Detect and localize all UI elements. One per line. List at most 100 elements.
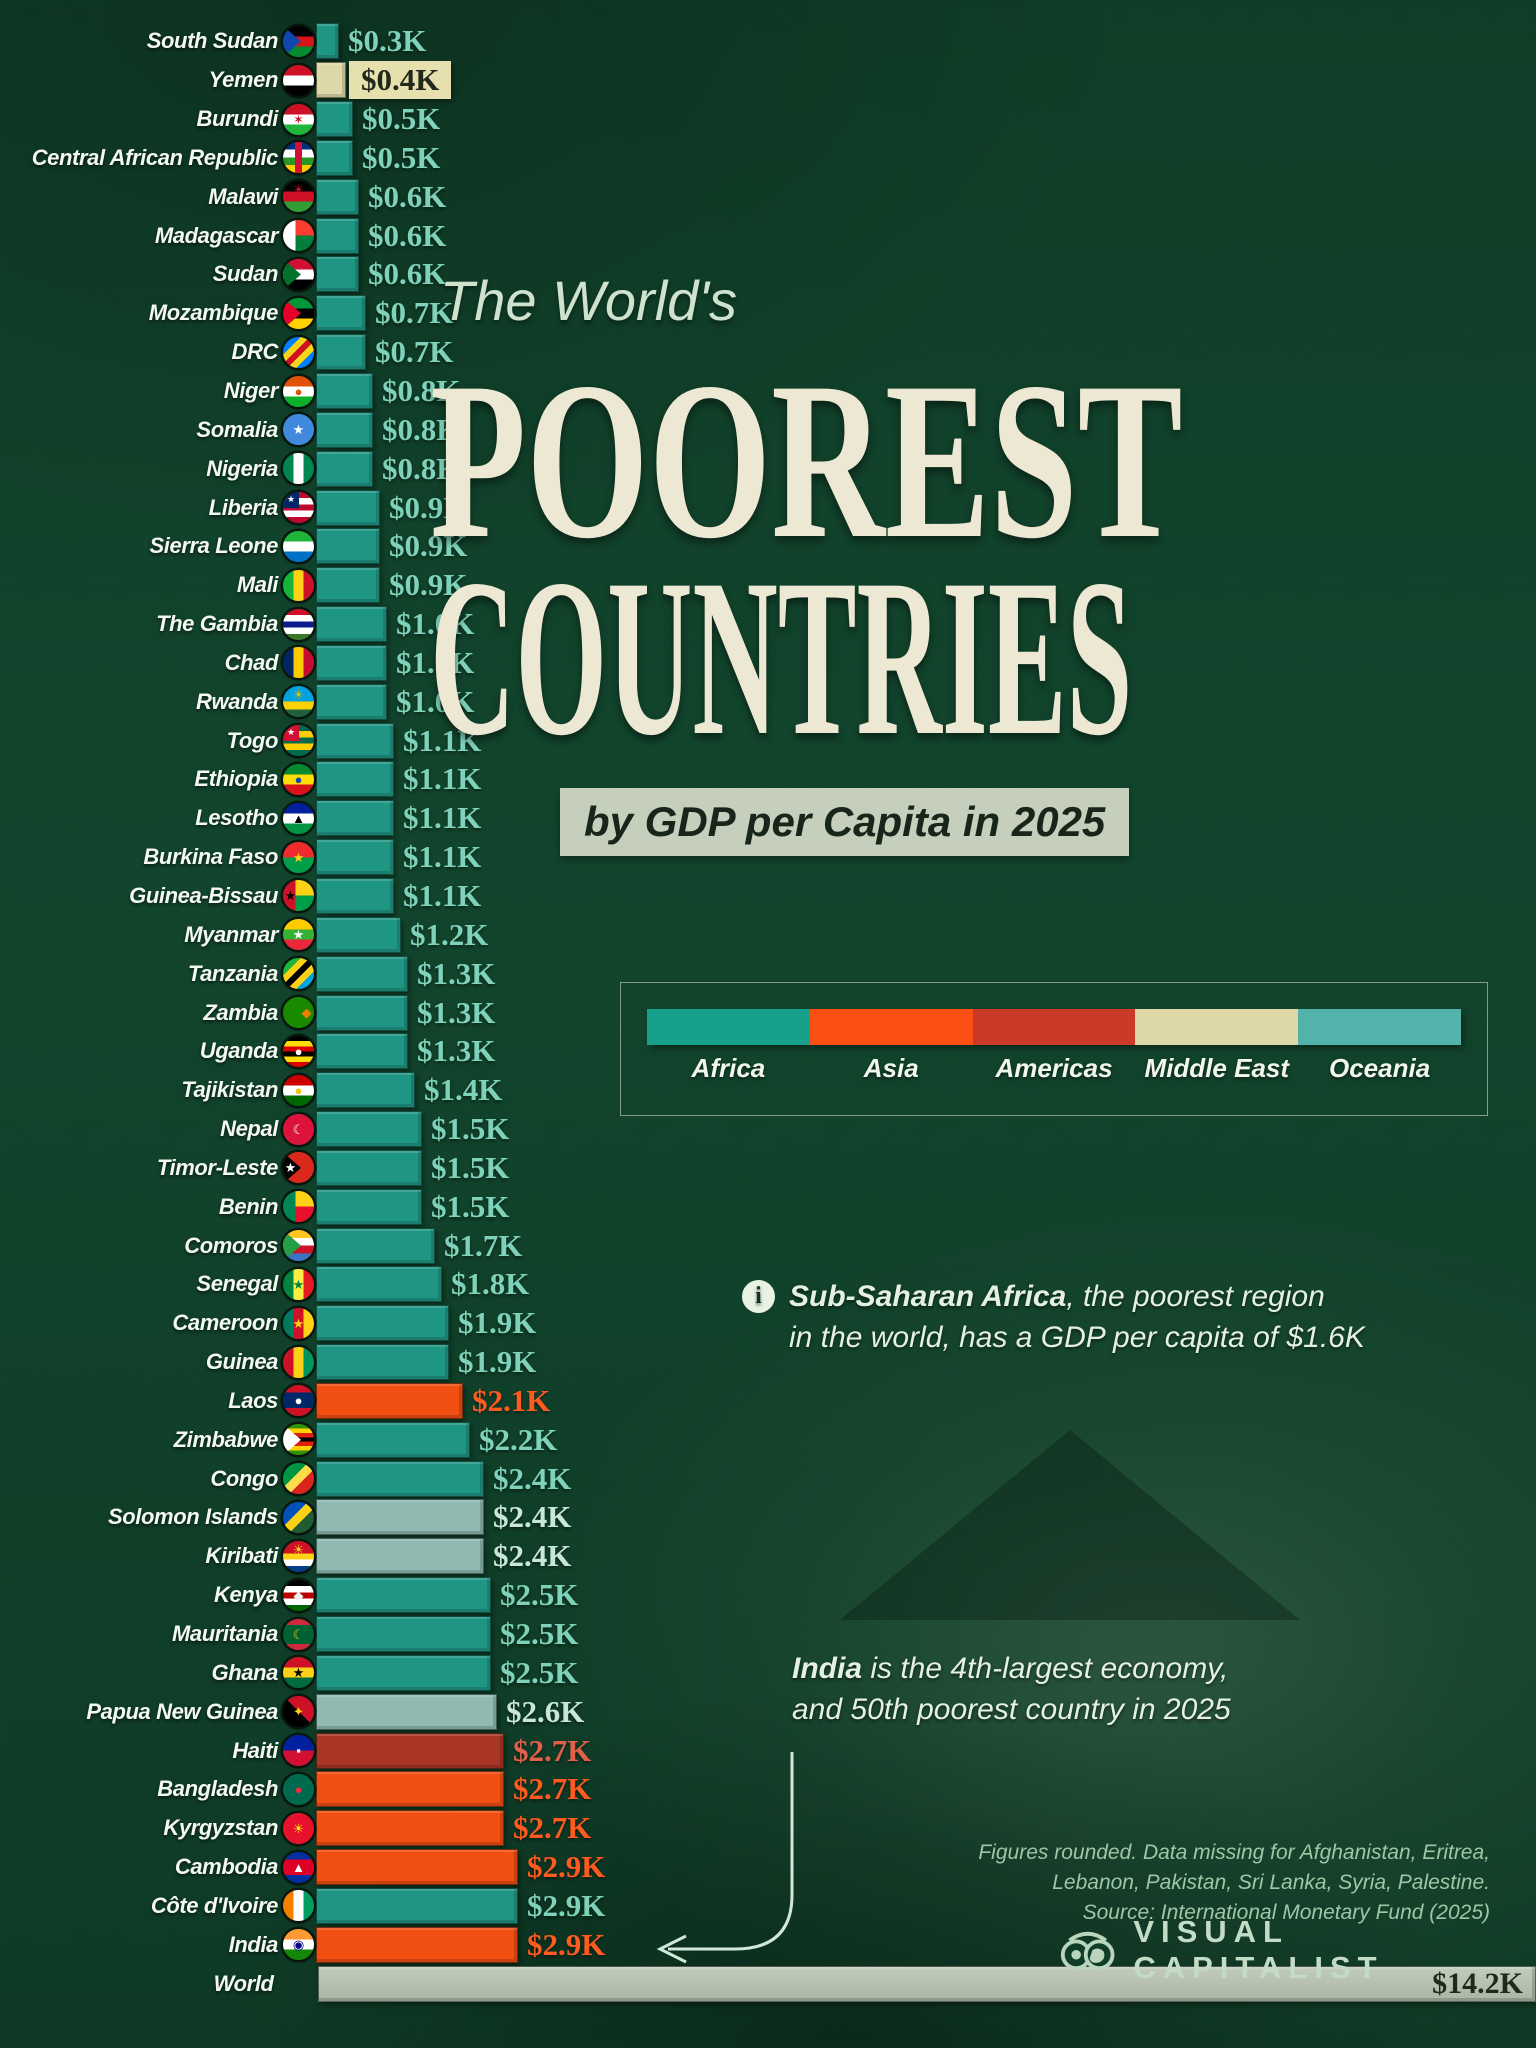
value-label: $2.5K	[500, 1616, 579, 1652]
value-label: $1.3K	[417, 1033, 496, 1069]
value-bar	[316, 373, 373, 410]
country-label: Ethiopia	[194, 766, 278, 792]
chart-row: Côte d'Ivoire $2.9K	[0, 1887, 1536, 1926]
chart-row: Solomon Islands $2.4K	[0, 1498, 1536, 1537]
value-bar	[316, 1654, 491, 1691]
info-icon: i	[742, 1280, 775, 1313]
chart-row: Cambodia ▲ $2.9K	[0, 1848, 1536, 1887]
footnote-line: Figures rounded. Data missing for Afghan…	[978, 1841, 1490, 1864]
chart-row: Kyrgyzstan ☀ $2.7K	[0, 1809, 1536, 1848]
flag-icon-lesotho: ▲	[278, 802, 314, 834]
value-label: $0.7K	[375, 334, 454, 370]
value-label: $1.0K	[396, 683, 475, 719]
value-bar	[316, 839, 394, 876]
legend-label: Middle East	[1144, 1053, 1290, 1083]
title-kicker: The World's	[440, 269, 737, 332]
chart-row: Laos ● $2.1K	[0, 1382, 1536, 1421]
chart-row: Bangladesh ● $2.7K	[0, 1770, 1536, 1809]
value-bar	[316, 761, 394, 798]
country-label: Sudan	[212, 261, 279, 287]
chart-row: Burkina Faso ★ $1.1K	[0, 838, 1536, 877]
legend-swatch-americas	[972, 1009, 1136, 1045]
chart-row: DRC $0.7K	[0, 333, 1536, 372]
country-label: World	[213, 1970, 274, 1996]
value-bar	[316, 334, 366, 371]
country-label: Mali	[236, 572, 279, 598]
page-subtitle: by GDP per Capita in 2025	[560, 788, 1130, 856]
flag-icon-kyrgyzstan: ☀	[278, 1812, 314, 1844]
flag-icon-the-gambia	[278, 608, 314, 640]
value-bar	[316, 800, 394, 837]
value-bar	[316, 1460, 484, 1497]
chart-row: Liberia ★ $0.9K	[0, 488, 1536, 527]
value-bar	[316, 644, 387, 681]
value-bar	[316, 567, 380, 604]
flag-icon-somalia: ★	[278, 414, 314, 446]
value-label: $0.3K	[348, 23, 427, 59]
country-label: Zimbabwe	[173, 1426, 279, 1452]
value-bar	[316, 1577, 491, 1614]
country-label: Uganda	[199, 1038, 279, 1064]
value-bar: $14.2K	[318, 1965, 1536, 2002]
value-label: $2.5K	[500, 1654, 579, 1690]
flag-icon-burundi: ✶	[278, 103, 314, 135]
country-label: Papua New Guinea	[86, 1698, 278, 1724]
country-label: Sierra Leone	[149, 533, 279, 559]
value-bar	[316, 217, 359, 254]
source-line: Source: International Monetary Fund (202…	[1082, 1901, 1490, 1924]
country-label: Congo	[210, 1465, 278, 1491]
chart-row: Nepal ☾ $1.5K	[0, 1110, 1536, 1149]
value-bar	[316, 295, 366, 332]
value-bar	[316, 1421, 470, 1458]
chart-row: Sudan $0.6K	[0, 255, 1536, 294]
chart-row: Sierra Leone $0.9K	[0, 527, 1536, 566]
flag-icon-madagascar	[278, 220, 314, 252]
background-photo-haze	[700, 1360, 1536, 2020]
flag-icon-cameroon: ★	[278, 1307, 314, 1339]
flag-icon-laos: ●	[278, 1385, 314, 1417]
country-label: Ghana	[211, 1659, 279, 1685]
value-bar	[316, 683, 387, 720]
chart-row: The Gambia $1.0K	[0, 605, 1536, 644]
value-label: $0.6K	[368, 256, 447, 292]
value-label: $1.1K	[403, 839, 482, 875]
value-label: $1.3K	[417, 994, 496, 1030]
chart-row: India ◉ $2.9K	[0, 1925, 1536, 1964]
chart-row: Niger ● $0.8K	[0, 372, 1536, 411]
value-label: $2.5K	[500, 1577, 579, 1613]
value-bar	[316, 606, 387, 643]
flag-icon-yemen	[278, 64, 314, 96]
chart-row: Uganda ● $1.3K	[0, 1032, 1536, 1071]
flag-icon-uganda: ●	[278, 1035, 314, 1067]
value-label: $2.9K	[527, 1849, 606, 1885]
value-bar	[316, 955, 408, 992]
country-label: Cameroon	[172, 1310, 278, 1336]
chart-row: Myanmar ★ $1.2K	[0, 915, 1536, 954]
flag-icon-zambia: ◆	[278, 997, 314, 1029]
value-bar	[316, 1188, 422, 1225]
flag-icon-malawi: ☀	[278, 181, 314, 213]
value-bar	[316, 1538, 484, 1575]
brand-name: VISUAL CAPITALIST	[1133, 1914, 1384, 1985]
value-label: $2.6K	[506, 1693, 585, 1729]
flag-icon-india: ◉	[278, 1929, 314, 1961]
country-label: Senegal	[196, 1271, 278, 1297]
value-label: $2.4K	[493, 1499, 572, 1535]
value-label: $0.5K	[362, 139, 441, 175]
legend: Africa Asia Americas Middle East Oceania	[620, 982, 1488, 1116]
value-bar	[316, 101, 353, 138]
country-label: Togo	[226, 727, 279, 753]
value-bar	[316, 1810, 504, 1847]
value-label: $1.5K	[431, 1149, 510, 1185]
flag-icon-burkina-faso: ★	[278, 841, 314, 873]
flag-icon-mozambique	[278, 297, 314, 329]
flag-icon-benin	[278, 1191, 314, 1223]
flag-icon-c-te-d-ivoire	[278, 1890, 314, 1922]
value-bar	[316, 1693, 497, 1730]
flag-icon-timor-leste: ★	[278, 1152, 314, 1184]
value-label: $1.5K	[431, 1188, 510, 1224]
chart-row: South Sudan $0.3K	[0, 22, 1536, 61]
chart-row: Ghana ★ $2.5K	[0, 1653, 1536, 1692]
country-label: Kyrgyzstan	[163, 1815, 278, 1841]
value-bar	[316, 1344, 449, 1381]
